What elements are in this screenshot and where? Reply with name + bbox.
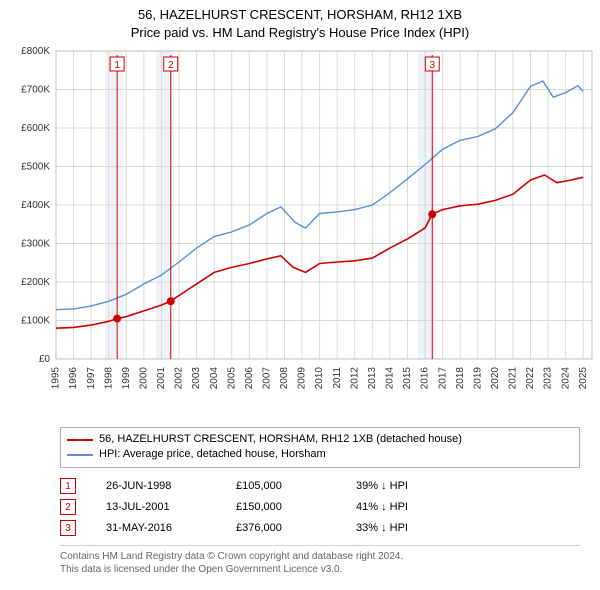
legend-item: 56, HAZELHURST CRESCENT, HORSHAM, RH12 1… xyxy=(67,432,573,447)
svg-text:2002: 2002 xyxy=(174,367,185,390)
legend: 56, HAZELHURST CRESCENT, HORSHAM, RH12 1… xyxy=(60,427,580,468)
svg-text:1996: 1996 xyxy=(68,367,79,390)
svg-text:2023: 2023 xyxy=(543,367,554,390)
svg-text:£200K: £200K xyxy=(21,277,50,288)
sale-price: £376,000 xyxy=(236,518,326,539)
svg-text:2000: 2000 xyxy=(139,367,150,390)
sale-marker-box: 1 xyxy=(60,478,76,494)
svg-text:£500K: £500K xyxy=(21,162,50,173)
chart-svg: £0 £100K £200K £300K £400K £500K £600K £700K £80… xyxy=(0,41,600,421)
legend-swatch xyxy=(67,454,93,456)
footer-line-1: Contains HM Land Registry data © Crown c… xyxy=(60,550,580,563)
svg-text:2021: 2021 xyxy=(508,367,519,390)
sale-marker-box: 2 xyxy=(60,499,76,515)
svg-text:£700K: £700K xyxy=(21,85,50,96)
svg-text:£400K: £400K xyxy=(21,200,50,211)
svg-text:3: 3 xyxy=(429,60,435,71)
sales-row: 1 26-JUN-1998 £105,000 39% ↓ HPI xyxy=(60,476,580,497)
sales-row: 2 13-JUL-2001 £150,000 41% ↓ HPI xyxy=(60,497,580,518)
svg-text:2006: 2006 xyxy=(244,367,255,390)
sale-price: £105,000 xyxy=(236,476,326,497)
sale-diff: 33% ↓ HPI xyxy=(356,518,456,539)
svg-text:2001: 2001 xyxy=(156,367,167,390)
sale-date: 26-JUN-1998 xyxy=(106,476,206,497)
svg-text:£0: £0 xyxy=(39,354,51,365)
svg-text:1995: 1995 xyxy=(51,367,62,390)
svg-text:2020: 2020 xyxy=(490,367,501,390)
sales-table: 1 26-JUN-1998 £105,000 39% ↓ HPI 2 13-JU… xyxy=(60,476,580,539)
svg-text:2024: 2024 xyxy=(560,367,571,390)
svg-text:2: 2 xyxy=(168,60,174,71)
svg-text:2013: 2013 xyxy=(367,367,378,390)
legend-item: HPI: Average price, detached house, Hors… xyxy=(67,447,573,462)
sale-marker-box: 3 xyxy=(60,520,76,536)
footer-line-2: This data is licensed under the Open Gov… xyxy=(60,563,580,576)
svg-text:2018: 2018 xyxy=(455,367,466,390)
title-line-1: 56, HAZELHURST CRESCENT, HORSHAM, RH12 1… xyxy=(0,6,600,24)
svg-text:£600K: £600K xyxy=(21,123,50,134)
svg-text:2022: 2022 xyxy=(525,367,536,390)
svg-text:2007: 2007 xyxy=(262,367,273,390)
chart-area: £0 £100K £200K £300K £400K £500K £600K £700K £80… xyxy=(0,41,600,421)
sale-price: £150,000 xyxy=(236,497,326,518)
svg-text:£100K: £100K xyxy=(21,316,50,327)
sale-date: 31-MAY-2016 xyxy=(106,518,206,539)
sale-date: 13-JUL-2001 xyxy=(106,497,206,518)
footer: Contains HM Land Registry data © Crown c… xyxy=(60,545,580,576)
svg-text:1999: 1999 xyxy=(121,367,132,390)
svg-text:2025: 2025 xyxy=(578,367,589,390)
chart-title: 56, HAZELHURST CRESCENT, HORSHAM, RH12 1… xyxy=(0,0,600,41)
legend-label: HPI: Average price, detached house, Hors… xyxy=(99,447,326,462)
title-line-2: Price paid vs. HM Land Registry's House … xyxy=(0,24,600,42)
svg-text:2010: 2010 xyxy=(314,367,325,390)
svg-text:2009: 2009 xyxy=(297,367,308,390)
svg-text:£800K: £800K xyxy=(21,46,50,57)
svg-text:2019: 2019 xyxy=(472,367,483,390)
svg-text:2011: 2011 xyxy=(332,367,343,389)
svg-text:2008: 2008 xyxy=(279,367,290,390)
svg-text:2014: 2014 xyxy=(385,367,396,390)
svg-text:2015: 2015 xyxy=(402,367,413,390)
legend-swatch xyxy=(67,439,93,441)
svg-text:£300K: £300K xyxy=(21,239,50,250)
sales-row: 3 31-MAY-2016 £376,000 33% ↓ HPI xyxy=(60,518,580,539)
svg-text:1998: 1998 xyxy=(103,367,114,390)
svg-text:2003: 2003 xyxy=(191,367,202,390)
svg-text:2017: 2017 xyxy=(437,367,448,390)
sale-diff: 39% ↓ HPI xyxy=(356,476,456,497)
sale-diff: 41% ↓ HPI xyxy=(356,497,456,518)
svg-text:1997: 1997 xyxy=(86,367,97,390)
svg-text:2016: 2016 xyxy=(420,367,431,390)
svg-text:1: 1 xyxy=(114,60,120,71)
svg-text:2012: 2012 xyxy=(349,367,360,390)
svg-text:2005: 2005 xyxy=(226,367,237,390)
legend-label: 56, HAZELHURST CRESCENT, HORSHAM, RH12 1… xyxy=(99,432,462,447)
svg-text:2004: 2004 xyxy=(209,367,220,390)
